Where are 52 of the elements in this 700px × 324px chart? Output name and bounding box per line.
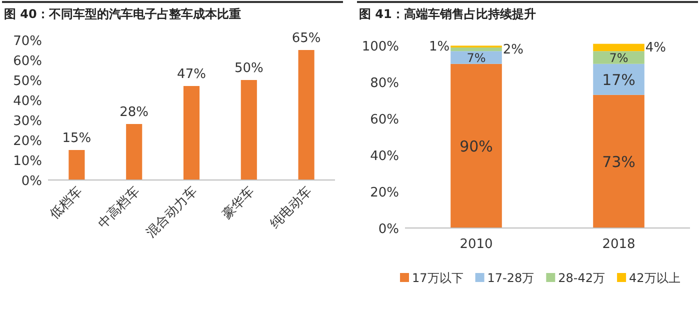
legend-label: 42万以上 bbox=[629, 271, 680, 285]
data-label: 15% bbox=[62, 131, 92, 146]
data-label: 4% bbox=[645, 40, 666, 56]
y-tick-label: 60% bbox=[13, 54, 42, 69]
y-tick-label: 20% bbox=[370, 186, 399, 201]
bar bbox=[593, 94, 644, 228]
x-tick-label: 低档车 bbox=[47, 184, 86, 222]
bar bbox=[593, 44, 644, 52]
data-label: 90% bbox=[460, 138, 493, 156]
bar bbox=[593, 51, 644, 64]
bar bbox=[450, 51, 502, 64]
data-label: 50% bbox=[234, 61, 264, 76]
x-tick-label: 纯电动车 bbox=[268, 184, 316, 232]
data-label: 28% bbox=[120, 105, 149, 120]
y-tick-label: 40% bbox=[13, 94, 42, 109]
bar bbox=[450, 64, 502, 228]
legend-label: 17万以下 bbox=[412, 271, 464, 285]
bar bbox=[68, 150, 85, 180]
y-tick-label: 30% bbox=[13, 114, 42, 129]
y-tick-label: 50% bbox=[13, 74, 42, 89]
x-tick-label: 中高档车 bbox=[94, 184, 143, 232]
y-tick-label: 40% bbox=[370, 149, 399, 164]
x-tick-label: 2018 bbox=[602, 237, 636, 252]
bar bbox=[593, 64, 644, 95]
data-label: 1% bbox=[428, 40, 450, 55]
x-tick-label: 2010 bbox=[460, 237, 493, 252]
y-tick-label: 20% bbox=[13, 134, 42, 149]
data-label: 73% bbox=[602, 153, 636, 172]
chart-title: 图 41：高端车销售占比持续提升 bbox=[359, 7, 536, 21]
bar bbox=[298, 50, 314, 180]
y-tick-label: 10% bbox=[13, 154, 42, 169]
y-tick-label: 80% bbox=[370, 76, 399, 92]
x-tick-label: 豪华车 bbox=[220, 184, 258, 222]
y-tick-label: 70% bbox=[13, 34, 42, 49]
chart-title: 图 40：不同车型的汽车电子占整车成本比重 bbox=[4, 7, 241, 21]
y-tick-label: 100% bbox=[362, 40, 399, 55]
y-tick-label: 0% bbox=[378, 222, 399, 237]
y-tick-label: 60% bbox=[370, 112, 399, 128]
legend-label: 28-42万 bbox=[558, 271, 606, 285]
y-tick-label: 0% bbox=[21, 174, 42, 189]
data-label: 2% bbox=[502, 42, 524, 58]
data-label: 65% bbox=[292, 31, 321, 46]
bar bbox=[450, 47, 502, 52]
bar bbox=[183, 86, 200, 180]
data-label: 7% bbox=[466, 51, 486, 66]
x-tick-label: 混合动力车 bbox=[144, 184, 200, 241]
data-label: 7% bbox=[609, 51, 628, 66]
bar bbox=[126, 124, 142, 180]
bar bbox=[240, 80, 257, 180]
data-label: 47% bbox=[177, 67, 206, 82]
data-label: 17% bbox=[602, 71, 636, 90]
legend-label: 17-28万 bbox=[487, 271, 534, 285]
